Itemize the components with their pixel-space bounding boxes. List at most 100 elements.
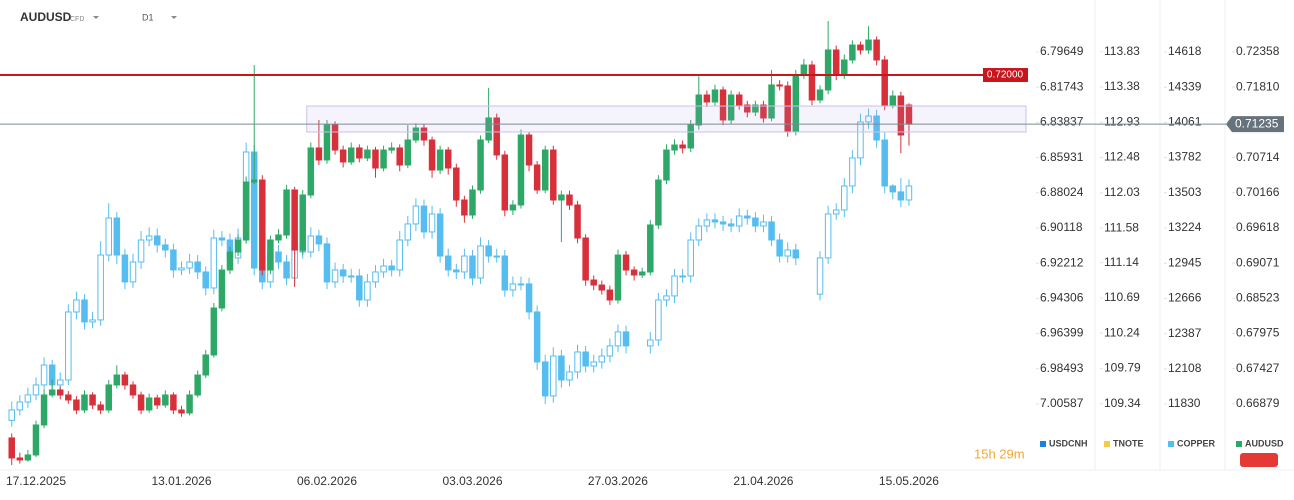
candle-body [461, 199, 468, 216]
candle-body [56, 389, 64, 396]
legend-swatch [1168, 441, 1174, 447]
y-tick-label: 12387 [1168, 326, 1202, 340]
candle-body [703, 219, 711, 227]
candle-body [897, 95, 905, 136]
timeframe-dropdown[interactable] [171, 16, 177, 19]
y-tick-label: 0.71810 [1236, 79, 1280, 93]
candle-body [598, 355, 606, 363]
candle-body [614, 331, 622, 347]
legend-label: TNOTE [1113, 438, 1144, 448]
y-tick-label: 14339 [1168, 79, 1202, 93]
y-tick-label: 6.98493 [1040, 361, 1084, 375]
candle-body [275, 234, 282, 241]
candle-body [89, 394, 96, 406]
x-tick-label: 06.02.2026 [297, 474, 357, 488]
y-tick-label: 6.85931 [1040, 150, 1084, 164]
candle-body [129, 261, 137, 283]
y-tick-label: 12108 [1168, 361, 1202, 375]
candle-body [533, 311, 541, 363]
candle-body [550, 149, 557, 201]
y-tick-label: 0.68523 [1236, 290, 1280, 304]
candle-body [485, 245, 492, 257]
candle-body [541, 149, 549, 191]
candle-body [145, 397, 153, 411]
candle-body [105, 384, 112, 411]
symbol[interactable]: AUDUSD [20, 10, 72, 24]
timeframe[interactable]: D1 [142, 12, 154, 22]
candle-body [477, 245, 484, 279]
candle-body [153, 397, 161, 406]
candle-body [388, 147, 395, 151]
candle-body [574, 204, 581, 239]
y-tick-label: 6.94306 [1040, 291, 1084, 305]
candle-body [655, 299, 662, 341]
candle-body [162, 394, 169, 406]
y-tick-label: 6.83837 [1040, 115, 1084, 129]
candle-body [493, 117, 500, 156]
candle-body [865, 39, 872, 51]
candle-body [881, 59, 888, 106]
y-tick-label: 6.92212 [1040, 255, 1084, 269]
x-tick-label: 27.03.2026 [588, 474, 648, 488]
candle-body [170, 394, 177, 411]
candle-body [622, 254, 630, 271]
instrument-kind: CFD [70, 16, 84, 23]
candle-body [752, 217, 759, 227]
candle-body [663, 295, 670, 301]
candle-body [8, 409, 15, 421]
candle-body [719, 89, 727, 121]
x-tick-label: 21.04.2026 [733, 474, 793, 488]
candle-body [606, 345, 614, 357]
candle-body [558, 194, 565, 201]
candle-body [727, 223, 735, 227]
candle-body [525, 283, 533, 313]
last-price-label: 0.71235 [1235, 116, 1279, 130]
candle-body [299, 194, 306, 251]
candle-body [137, 394, 145, 411]
candle-body [356, 147, 363, 159]
y-tick-label: 113.38 [1104, 79, 1140, 93]
candle-body [469, 189, 476, 216]
candle-body [501, 154, 509, 211]
candle-body [186, 394, 193, 414]
plot-area [8, 21, 913, 465]
candle-body [137, 239, 145, 263]
candle-body [889, 95, 897, 106]
candle-body [48, 389, 56, 396]
candle-body [259, 179, 266, 271]
y-tick-label: 6.90118 [1040, 220, 1083, 234]
candle-body [105, 217, 112, 256]
legend-badge[interactable] [1240, 453, 1278, 467]
candle-body [291, 189, 298, 251]
candle-body [364, 149, 371, 159]
candle-body [331, 124, 339, 151]
y-tick-label: 110.24 [1104, 325, 1140, 339]
candle-body [210, 237, 218, 289]
candle-body [776, 84, 783, 87]
y-tick-label: 12666 [1168, 291, 1202, 305]
y-tick-label: 109.34 [1104, 396, 1141, 410]
candle-body [703, 94, 711, 103]
y-tick-label: 109.79 [1104, 361, 1141, 375]
candle-body [121, 374, 129, 386]
candle-body [857, 44, 864, 51]
symbol-dropdown[interactable] [93, 16, 99, 19]
candle-body [412, 205, 420, 225]
candle-body [356, 275, 363, 301]
candle-body [832, 209, 840, 215]
candle-body [283, 189, 290, 236]
y-tick-label: 0.69071 [1236, 255, 1280, 269]
candle-body [841, 185, 848, 211]
candle-body [687, 239, 694, 277]
y-tick-label: 111.58 [1104, 220, 1139, 234]
candle-body [428, 213, 436, 233]
candle-body [396, 239, 403, 271]
candle-body [849, 157, 856, 187]
candle-body [735, 215, 743, 227]
candle-body [267, 239, 274, 271]
candle-body [428, 139, 436, 171]
candle-body [339, 269, 347, 277]
y-tick-label: 0.66879 [1236, 396, 1280, 410]
y-tick-label: 14061 [1168, 115, 1202, 129]
candle-body [663, 149, 670, 181]
